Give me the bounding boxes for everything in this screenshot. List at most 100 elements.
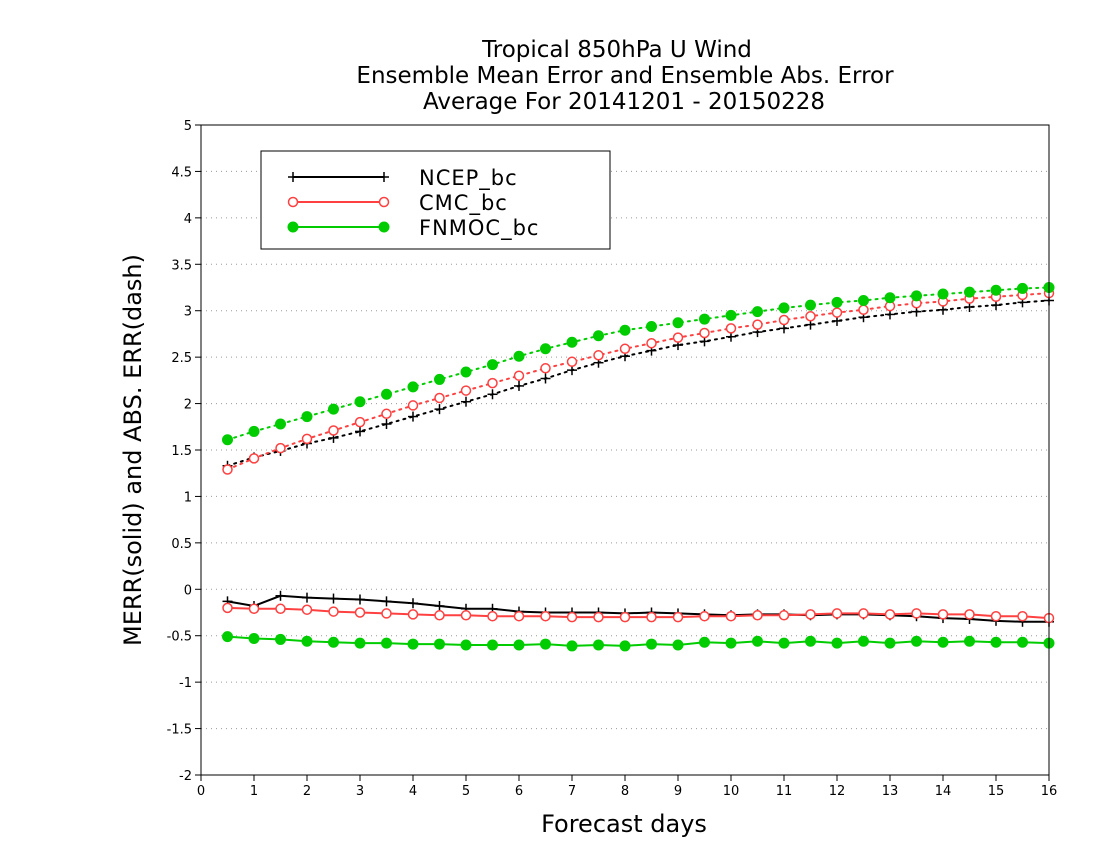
data-point-merr-fnmoc-bc — [646, 638, 657, 650]
data-point-merr-fnmoc-bc — [222, 631, 233, 643]
legend-marker-fnmoc-bc — [287, 221, 299, 233]
series-line-merr-fnmoc-bc — [227, 635, 1050, 647]
series-line-abserr-fnmoc-bc — [226, 286, 1050, 441]
y-tick-label: -0.5 — [167, 630, 192, 645]
data-point-merr-fnmoc-bc — [540, 638, 551, 650]
data-point-merr-ncep-bc — [408, 598, 418, 609]
data-point-abserr-cmc-bc — [328, 425, 339, 436]
data-point-abserr-fnmoc-bc — [911, 290, 922, 302]
data-point-merr-fnmoc-bc — [328, 636, 339, 648]
data-point-merr-fnmoc-bc — [275, 633, 286, 645]
y-tick-label: 4.5 — [171, 165, 192, 180]
data-point-merr-cmc-bc — [911, 608, 922, 619]
data-point-merr-fnmoc-bc — [884, 637, 896, 649]
data-point-merr-fnmoc-bc — [699, 636, 710, 648]
x-axis-label: Forecast days — [541, 810, 707, 838]
data-point-merr-cmc-bc — [831, 608, 843, 619]
data-point-merr-fnmoc-bc — [725, 637, 737, 649]
data-point-abserr-fnmoc-bc — [407, 381, 419, 393]
data-point-merr-fnmoc-bc — [460, 639, 472, 651]
data-point-abserr-fnmoc-bc — [513, 350, 525, 362]
data-point-abserr-cmc-bc — [566, 356, 578, 368]
data-point-merr-cmc-bc — [381, 608, 392, 619]
data-point-abserr-cmc-bc — [619, 343, 631, 355]
x-tick-label: 6 — [515, 784, 523, 799]
x-tick-label: 9 — [674, 784, 682, 799]
data-point-abserr-fnmoc-bc — [354, 396, 366, 408]
chart-title-line-2: Ensemble Mean Error and Ensemble Abs. Er… — [356, 63, 894, 89]
data-point-merr-cmc-bc — [672, 611, 684, 623]
data-point-merr-cmc-bc — [222, 602, 233, 614]
data-point-merr-fnmoc-bc — [990, 636, 1002, 648]
y-tick-label: 2 — [184, 398, 192, 413]
chart-title-line-3: Average For 20141201 - 20150228 — [423, 89, 825, 115]
data-point-merr-fnmoc-bc — [248, 633, 260, 644]
data-point-abserr-fnmoc-bc — [566, 336, 578, 348]
x-tick-label: 0 — [197, 784, 205, 799]
data-point-merr-fnmoc-bc — [778, 637, 790, 649]
data-point-merr-fnmoc-bc — [911, 635, 922, 647]
x-tick-label: 1 — [250, 784, 258, 799]
data-point-abserr-fnmoc-bc — [937, 288, 949, 300]
data-point-abserr-cmc-bc — [407, 400, 419, 411]
data-point-abserr-fnmoc-bc — [805, 299, 816, 311]
y-tick-label: 0.5 — [171, 537, 192, 552]
data-point-merr-cmc-bc — [513, 610, 525, 622]
data-point-merr-cmc-bc — [805, 609, 816, 620]
data-point-merr-ncep-bc — [275, 590, 286, 601]
data-point-abserr-cmc-bc — [805, 311, 816, 322]
data-point-merr-fnmoc-bc — [805, 635, 816, 647]
x-tick-label: 12 — [829, 784, 846, 799]
x-tick-label: 15 — [988, 784, 1005, 799]
data-point-abserr-cmc-bc — [646, 337, 657, 349]
x-tick-label: 11 — [776, 784, 793, 799]
data-point-merr-cmc-bc — [540, 610, 551, 622]
data-point-merr-fnmoc-bc — [619, 640, 631, 652]
data-point-abserr-ncep-bc — [461, 396, 471, 407]
data-point-abserr-fnmoc-bc — [858, 295, 869, 306]
data-point-abserr-cmc-bc — [752, 319, 763, 330]
data-point-merr-fnmoc-bc — [407, 638, 419, 650]
data-point-abserr-fnmoc-bc — [672, 317, 684, 329]
data-point-abserr-cmc-bc — [725, 323, 737, 334]
x-tick-label: 7 — [568, 784, 576, 799]
y-tick-label: 3.5 — [171, 258, 192, 273]
data-point-abserr-fnmoc-bc — [328, 403, 339, 415]
data-point-abserr-cmc-bc — [354, 416, 366, 428]
data-point-abserr-fnmoc-bc — [460, 366, 472, 378]
data-point-abserr-fnmoc-bc — [831, 296, 843, 308]
x-tick-label: 14 — [935, 784, 952, 799]
data-point-abserr-ncep-bc — [487, 389, 498, 400]
legend-label-cmc-bc: CMC_bc — [419, 191, 508, 216]
data-point-abserr-ncep-bc — [355, 426, 365, 437]
series-line-abserr-ncep-bc — [226, 299, 1050, 467]
data-point-abserr-ncep-bc — [381, 419, 392, 429]
data-point-abserr-cmc-bc — [275, 442, 286, 454]
data-point-abserr-fnmoc-bc — [884, 292, 896, 304]
data-point-merr-fnmoc-bc — [937, 636, 949, 648]
data-point-merr-fnmoc-bc — [752, 635, 763, 647]
data-point-abserr-fnmoc-bc — [275, 418, 286, 430]
data-point-abserr-fnmoc-bc — [540, 343, 551, 355]
y-tick-label: 2.5 — [171, 351, 192, 366]
x-tick-label: 16 — [1041, 784, 1058, 799]
data-point-merr-fnmoc-bc — [1017, 636, 1028, 648]
data-point-abserr-fnmoc-bc — [778, 302, 790, 314]
data-point-abserr-cmc-bc — [672, 332, 684, 343]
legend-marker-cmc-bc — [378, 196, 390, 208]
data-point-merr-cmc-bc — [646, 611, 657, 623]
data-point-abserr-fnmoc-bc — [222, 434, 233, 446]
series-layer — [222, 282, 1055, 652]
legend-box — [260, 150, 611, 250]
x-tick-label: 13 — [882, 784, 899, 799]
data-point-abserr-fnmoc-bc — [487, 359, 498, 371]
data-point-merr-fnmoc-bc — [301, 635, 313, 647]
data-point-merr-ncep-bc — [381, 596, 392, 607]
data-point-abserr-ncep-bc — [540, 373, 551, 384]
series-line-abserr-cmc-bc — [226, 292, 1050, 471]
data-point-abserr-fnmoc-bc — [301, 411, 313, 423]
data-point-merr-cmc-bc — [778, 610, 790, 621]
data-point-abserr-cmc-bc — [858, 304, 869, 316]
x-axis: 0 1 2 3 4 5 6 7 8 9 10 11 12 13 14 15 16 — [197, 775, 1057, 799]
x-tick-label: 8 — [621, 784, 629, 799]
